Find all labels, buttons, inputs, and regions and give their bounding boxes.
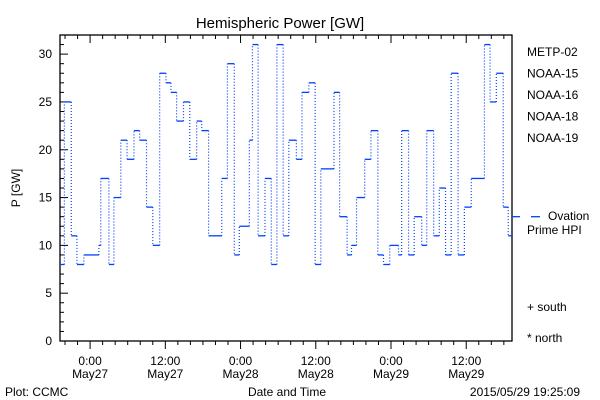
x-tick-label-date: May27 bbox=[72, 367, 108, 381]
y-axis: 0 5 10 15 20 25 30 bbox=[39, 34, 68, 348]
x-tick-label-date: May27 bbox=[147, 367, 183, 381]
x-tick-label-time: 12:00 bbox=[451, 354, 481, 368]
y-tick-label: 0 bbox=[45, 334, 52, 348]
x-axis-label: Date and Time bbox=[248, 385, 326, 399]
series-noaa-15 bbox=[60, 43, 512, 266]
x-tick-label-date: May29 bbox=[373, 367, 409, 381]
y-tick-label: 20 bbox=[39, 143, 53, 157]
ovation-label-line1: Ovation bbox=[548, 209, 589, 223]
x-tick-label-time: 0:00 bbox=[229, 354, 253, 368]
legend-item: NOAA-16 bbox=[527, 88, 579, 102]
x-tick-label-time: 0:00 bbox=[78, 354, 102, 368]
y-axis-label: P [GW] bbox=[9, 169, 23, 207]
x-tick-label-time: 0:00 bbox=[379, 354, 403, 368]
footer-plot-credit: Plot: CCMC bbox=[5, 385, 69, 399]
chart-title: Hemispheric Power [GW] bbox=[196, 15, 364, 32]
ovation-label-line2: Prime HPI bbox=[527, 223, 582, 237]
x-axis: 0:00May2712:00May270:00May2812:00May280:… bbox=[64, 35, 505, 381]
footer-timestamp: 2015/05/29 19:25:09 bbox=[470, 385, 580, 399]
north-marker-legend: * north bbox=[527, 331, 562, 345]
ovation-legend: Ovation Prime HPI bbox=[512, 209, 589, 237]
x-tick-label-date: May28 bbox=[223, 367, 259, 381]
x-tick-label-date: May29 bbox=[448, 367, 484, 381]
x-tick-label-time: 12:00 bbox=[301, 354, 331, 368]
legend-item: NOAA-15 bbox=[527, 67, 579, 81]
legend-item: NOAA-19 bbox=[527, 131, 579, 145]
y-tick-label: 5 bbox=[45, 286, 52, 300]
x-tick-label-date: May28 bbox=[298, 367, 334, 381]
south-marker-legend: + south bbox=[527, 300, 567, 314]
legend-item: METP-02 bbox=[527, 45, 578, 59]
y-tick-label: 25 bbox=[39, 95, 53, 109]
y-tick-label: 30 bbox=[39, 47, 53, 61]
y-tick-label: 10 bbox=[39, 238, 53, 252]
y-tick-label: 15 bbox=[39, 191, 53, 205]
legend: METP-02 NOAA-15 NOAA-16 NOAA-18 NOAA-19 bbox=[527, 45, 579, 145]
legend-item: NOAA-18 bbox=[527, 110, 579, 124]
x-tick-label-time: 12:00 bbox=[150, 354, 180, 368]
